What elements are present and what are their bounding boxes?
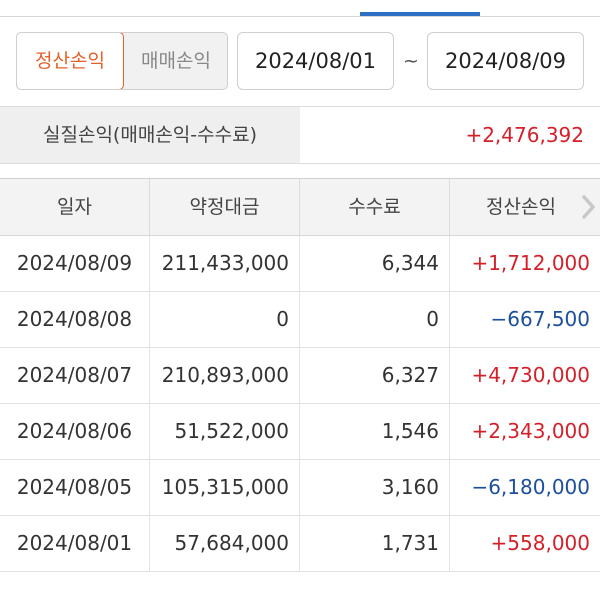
daily-pl-table: 일자 약정대금 수수료 정산손익 2024/08/09 211,433,000 … [0, 178, 600, 572]
cell-date: 2024/08/01 [0, 516, 150, 571]
header-fee: 수수료 [300, 179, 450, 235]
table-row[interactable]: 2024/08/06 51,522,000 1,546 +2,343,000 [0, 404, 600, 460]
summary-value: +2,476,392 [465, 123, 584, 147]
settlement-pl-tab[interactable]: 정산손익 [17, 33, 124, 89]
cell-date: 2024/08/06 [0, 404, 150, 459]
active-tab-indicator [360, 12, 480, 16]
cell-trade-amount: 57,684,000 [150, 516, 300, 571]
filter-row: 매매손익 정산손익 2024/08/01 ~ 2024/08/09 [0, 32, 600, 92]
cell-date: 2024/08/08 [0, 292, 150, 347]
cell-trade-amount: 51,522,000 [150, 404, 300, 459]
trading-pl-tab[interactable]: 매매손익 [141, 50, 211, 72]
pl-type-segmented-control: 매매손익 정산손익 [16, 32, 228, 90]
cell-settlement-pl: −6,180,000 [471, 475, 590, 499]
cell-settlement-pl: +4,730,000 [471, 363, 590, 387]
top-tab-strip [0, 0, 600, 17]
date-range-separator: ~ [403, 50, 419, 72]
cell-settlement-pl: +558,000 [490, 531, 590, 555]
cell-trade-amount: 105,315,000 [150, 460, 300, 515]
table-row[interactable]: 2024/08/01 57,684,000 1,731 +558,000 [0, 516, 600, 572]
start-date-field[interactable]: 2024/08/01 [237, 32, 394, 90]
cell-fee: 1,731 [300, 516, 450, 571]
table-row[interactable]: 2024/08/08 0 0 −667,500 [0, 292, 600, 348]
table-header: 일자 약정대금 수수료 정산손익 [0, 179, 600, 236]
header-date: 일자 [0, 179, 150, 235]
summary-label: 실질손익(매매손익-수수료) [0, 107, 300, 163]
cell-fee: 1,546 [300, 404, 450, 459]
table-row[interactable]: 2024/08/05 105,315,000 3,160 −6,180,000 [0, 460, 600, 516]
cell-date: 2024/08/05 [0, 460, 150, 515]
cell-settlement-pl: +1,712,000 [471, 251, 590, 275]
real-pl-summary: 실질손익(매매손익-수수료) +2,476,392 [0, 106, 600, 164]
end-date-field[interactable]: 2024/08/09 [427, 32, 584, 90]
cell-trade-amount: 211,433,000 [150, 236, 300, 291]
cell-trade-amount: 0 [150, 292, 300, 347]
cell-fee: 3,160 [300, 460, 450, 515]
cell-date: 2024/08/07 [0, 348, 150, 403]
cell-settlement-pl: −667,500 [490, 307, 590, 331]
chevron-right-icon[interactable] [578, 193, 598, 221]
cell-trade-amount: 210,893,000 [150, 348, 300, 403]
table-row[interactable]: 2024/08/07 210,893,000 6,327 +4,730,000 [0, 348, 600, 404]
cell-fee: 0 [300, 292, 450, 347]
header-trade-amount: 약정대금 [150, 179, 300, 235]
cell-date: 2024/08/09 [0, 236, 150, 291]
cell-fee: 6,327 [300, 348, 450, 403]
cell-settlement-pl: +2,343,000 [471, 419, 590, 443]
header-settlement-pl: 정산손익 [450, 179, 600, 235]
table-row[interactable]: 2024/08/09 211,433,000 6,344 +1,712,000 [0, 236, 600, 292]
header-settlement-pl-label: 정산손익 [486, 196, 556, 218]
cell-fee: 6,344 [300, 236, 450, 291]
